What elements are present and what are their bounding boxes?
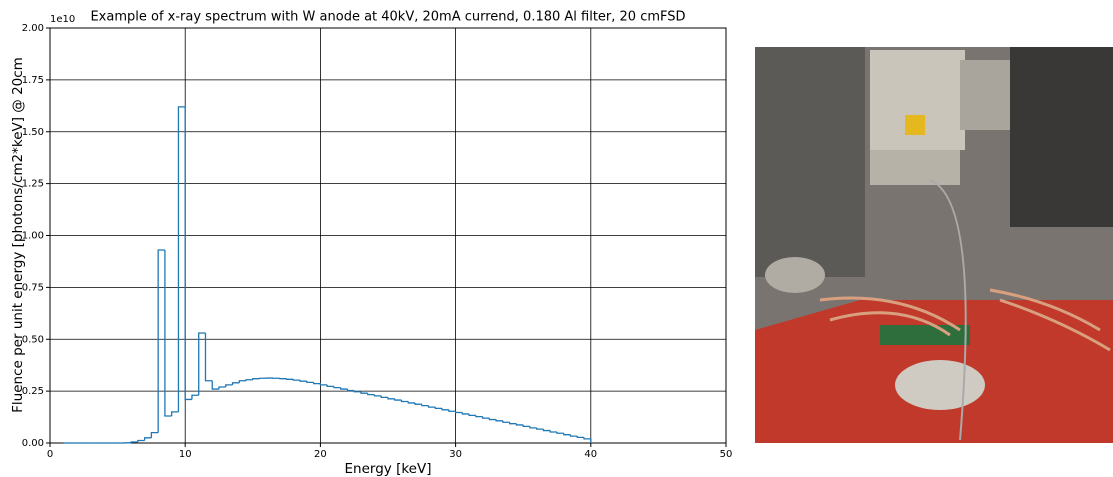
histogram-step — [233, 383, 240, 385]
y-tick-label: 1.25 — [22, 179, 44, 190]
histogram-step — [341, 388, 348, 389]
y-offset-label: 1e10 — [50, 14, 75, 25]
histogram-step — [476, 415, 483, 416]
histogram-step — [239, 381, 246, 383]
histogram-step — [496, 420, 503, 421]
histogram-step — [381, 396, 388, 397]
photo-heatsink — [1010, 47, 1113, 227]
histogram-step — [429, 406, 436, 407]
histogram-step — [212, 381, 219, 389]
y-tick-label: 0.75 — [22, 282, 44, 293]
histogram-step — [557, 432, 564, 433]
histogram-step — [192, 395, 199, 399]
x-tick-label: 20 — [314, 449, 327, 460]
x-tick-label: 30 — [449, 449, 462, 460]
histogram-step — [205, 333, 212, 381]
histogram-step — [462, 412, 469, 413]
photo-bracket — [960, 60, 1010, 130]
histogram-step — [246, 380, 253, 381]
y-tick-label: 0.50 — [22, 334, 44, 345]
histogram-step — [516, 424, 523, 425]
x-tick-label: 40 — [584, 449, 597, 460]
histogram-step — [320, 384, 327, 385]
histogram-step — [327, 385, 334, 386]
y-tick-label: 1.75 — [22, 75, 44, 86]
histogram-step — [354, 391, 361, 392]
y-tick-label: 0.00 — [22, 438, 44, 449]
histogram-step — [483, 417, 490, 418]
photo-wall — [755, 47, 865, 277]
page: Example of x-ray spectrum with W anode a… — [0, 0, 1113, 477]
histogram-step — [199, 333, 206, 395]
histogram-step — [314, 382, 321, 383]
histogram-step — [402, 400, 409, 401]
y-tick-label: 1.50 — [22, 127, 44, 138]
x-tick-label: 0 — [47, 449, 53, 460]
histogram-step — [577, 436, 584, 437]
histogram-step — [571, 435, 578, 436]
photo-disc — [895, 360, 985, 410]
histogram-step — [151, 433, 158, 438]
photo-mount — [870, 150, 960, 185]
photo — [755, 47, 1113, 443]
y-tick-label: 1.00 — [22, 231, 44, 242]
histogram-step — [178, 107, 185, 412]
x-axis-label: Energy [keV] — [345, 461, 432, 477]
histogram-step — [530, 426, 537, 427]
histogram-step — [489, 418, 496, 419]
histogram-step — [300, 380, 307, 381]
histogram-step — [442, 408, 449, 409]
histogram-step — [253, 379, 260, 380]
x-tick-label: 10 — [179, 449, 192, 460]
x-tick-label: 50 — [720, 449, 733, 460]
histogram-step — [550, 431, 557, 432]
histogram-step — [408, 402, 415, 403]
y-tick-label: 2.00 — [22, 23, 44, 34]
histogram-step — [510, 422, 517, 423]
histogram-step — [564, 433, 571, 434]
histogram-step — [456, 411, 463, 412]
histogram-step — [347, 389, 354, 390]
y-tick-label: 0.25 — [22, 386, 44, 397]
histogram-step — [543, 429, 550, 430]
histogram-step — [293, 379, 300, 380]
photo-cylinder — [765, 257, 825, 293]
histogram-step — [368, 393, 375, 394]
histogram-step — [185, 107, 192, 400]
histogram-step — [307, 381, 314, 382]
histogram-step — [395, 399, 402, 400]
histogram-step — [584, 437, 591, 443]
histogram-step — [523, 425, 530, 426]
histogram-step — [537, 428, 544, 429]
chart-title: Example of x-ray spectrum with W anode a… — [90, 10, 685, 25]
histogram-step — [374, 395, 381, 396]
histogram-step — [422, 404, 429, 405]
histogram-step — [287, 379, 294, 380]
histogram-step — [158, 250, 165, 433]
histogram-step — [361, 392, 368, 393]
histogram-step — [219, 387, 226, 389]
histogram-step — [172, 412, 179, 416]
photo-label — [905, 115, 925, 135]
histogram-step — [388, 397, 395, 398]
histogram-step — [449, 410, 456, 411]
histogram-step — [503, 421, 510, 422]
histogram-step — [226, 385, 233, 387]
histogram-step — [469, 414, 476, 415]
histogram-step — [145, 438, 152, 441]
histogram-step — [334, 386, 341, 387]
histogram-step — [435, 407, 442, 408]
histogram-step — [138, 441, 145, 442]
histogram-step — [415, 403, 422, 404]
